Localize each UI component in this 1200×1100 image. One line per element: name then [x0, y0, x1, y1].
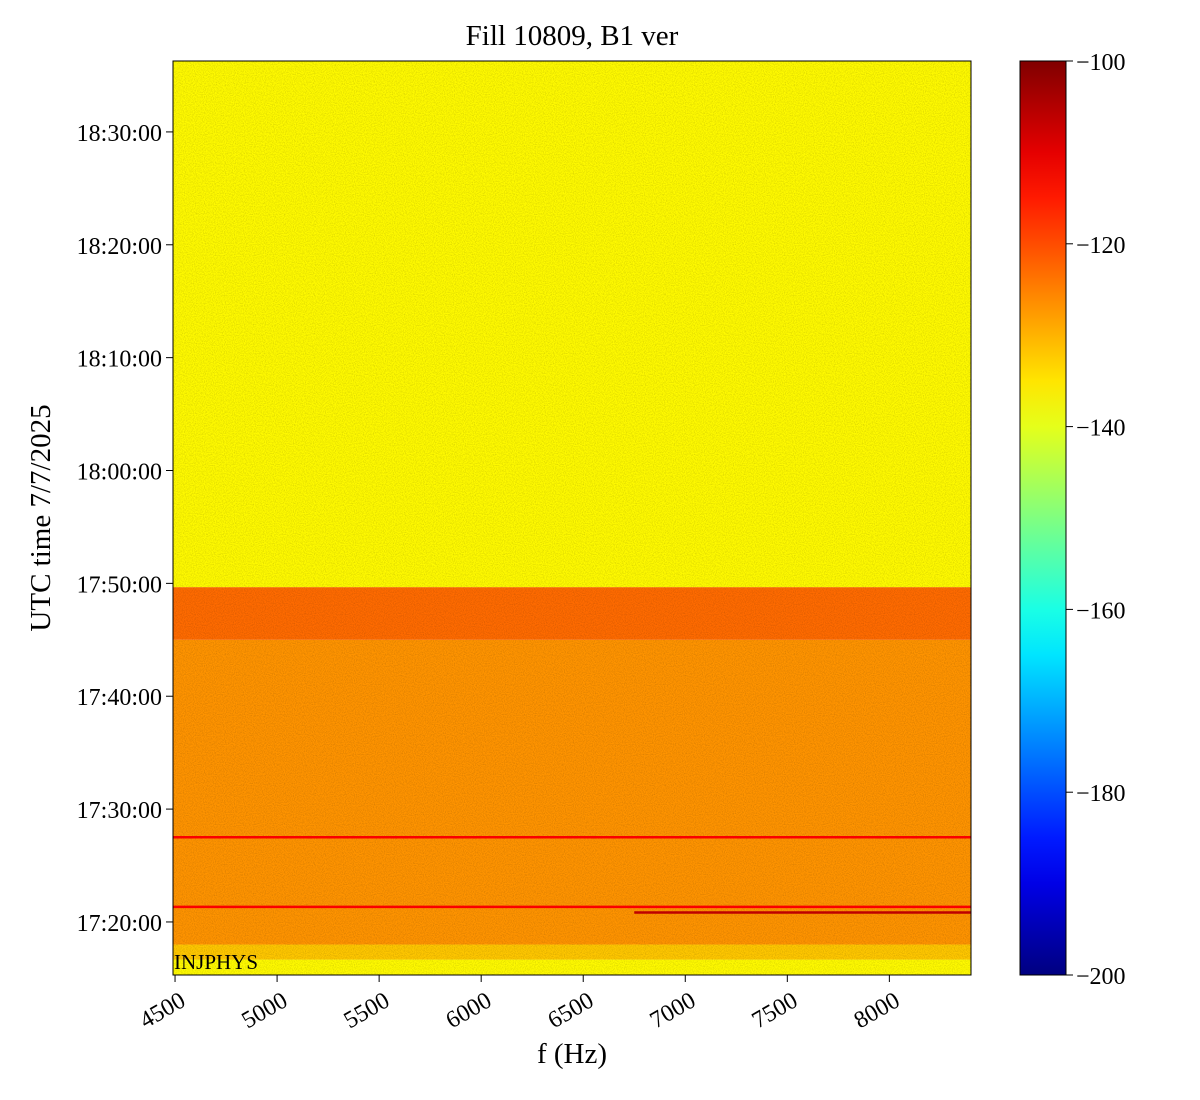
y-tick-label: 17:30:00 — [77, 798, 162, 824]
x-tick-label: 7500 — [748, 988, 803, 1035]
colorbar — [1019, 60, 1067, 976]
x-tick-label: 5000 — [238, 988, 293, 1035]
plot-frame — [172, 60, 972, 976]
y-tick-label: 17:20:00 — [77, 911, 162, 937]
x-tick-label: 6000 — [442, 988, 497, 1035]
x-tick-label: 7000 — [646, 988, 701, 1035]
y-axis-label: UTC time 7/7/2025 — [25, 404, 57, 631]
annotation: INJPHYS — [174, 950, 258, 974]
y-tick-label: 17:40:00 — [77, 685, 162, 711]
x-tick-label: 8000 — [850, 988, 905, 1035]
x-tick-label: 4500 — [135, 988, 190, 1035]
x-tick-label: 6500 — [544, 988, 599, 1035]
y-tick-label: 18:10:00 — [77, 347, 162, 373]
colorbar-tick-label: −100 — [1076, 50, 1126, 76]
x-axis-label: f (Hz) — [537, 1038, 607, 1070]
colorbar-tick-label: −140 — [1076, 416, 1126, 442]
colorbar-tick-label: −120 — [1076, 233, 1126, 259]
heatmap — [173, 61, 971, 975]
colorbar-tick-label: −160 — [1076, 598, 1126, 624]
y-tick-label: 18:30:00 — [77, 121, 162, 147]
noise-texture — [173, 61, 971, 975]
y-tick-label: 18:20:00 — [77, 234, 162, 260]
chart-title: Fill 10809, B1 ver — [466, 20, 679, 52]
colorbar-tick-label: −180 — [1076, 781, 1126, 807]
y-tick-label: 18:00:00 — [77, 460, 162, 486]
y-tick-label: 17:50:00 — [77, 572, 162, 598]
x-tick-label: 5500 — [340, 988, 395, 1035]
colorbar-tick-label: −200 — [1076, 964, 1126, 990]
